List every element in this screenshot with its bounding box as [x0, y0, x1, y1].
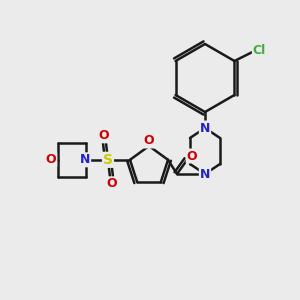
Text: O: O: [107, 177, 117, 190]
Text: O: O: [99, 129, 109, 142]
Text: N: N: [80, 153, 90, 166]
Text: O: O: [144, 134, 154, 148]
Text: Cl: Cl: [253, 44, 266, 58]
Text: N: N: [200, 122, 210, 134]
Text: N: N: [200, 167, 210, 181]
Text: O: O: [46, 153, 56, 166]
Text: S: S: [103, 153, 113, 167]
Text: O: O: [187, 149, 197, 163]
